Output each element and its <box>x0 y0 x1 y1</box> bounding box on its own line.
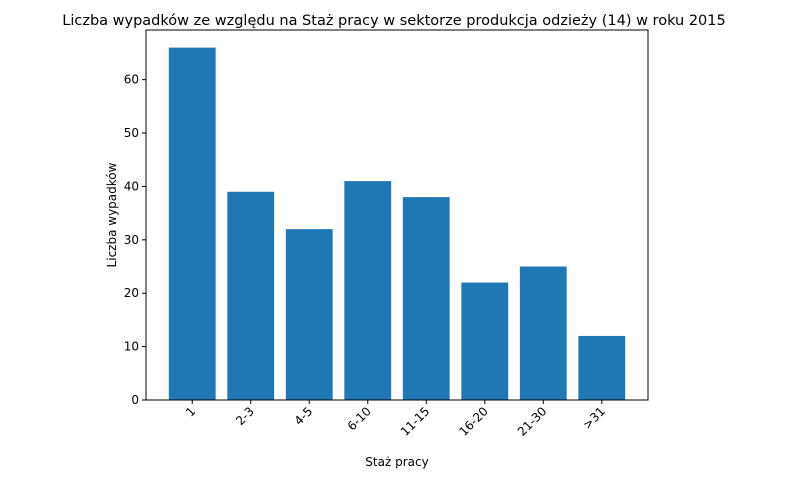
y-axis: 0 10 20 30 40 50 60 <box>124 73 146 407</box>
x-tick-label: >31 <box>580 404 608 432</box>
x-tick-label: 11-15 <box>398 404 433 439</box>
bar-21-30 <box>519 266 567 400</box>
bar->31 <box>578 335 626 400</box>
bar-6-10 <box>344 181 392 400</box>
bar-16-20 <box>461 282 509 400</box>
bars-group <box>168 47 626 400</box>
y-tick-label: 60 <box>124 73 139 87</box>
bar-11-15 <box>402 197 450 400</box>
y-tick-label: 20 <box>124 286 139 300</box>
bar-1 <box>168 47 216 400</box>
chart-title: Liczba wypadków ze względu na Staż pracy… <box>62 13 725 29</box>
x-tick-label: 21-30 <box>515 404 550 439</box>
y-tick-label: 10 <box>124 340 139 354</box>
x-tick-label: 16-20 <box>456 404 491 439</box>
x-axis-label: Staż pracy <box>365 455 428 469</box>
bar-2-3 <box>227 191 275 400</box>
y-tick-label: 30 <box>124 233 139 247</box>
plot-frame <box>145 29 649 401</box>
x-tick-label: 6-10 <box>345 404 374 433</box>
x-tick-label: 4-5 <box>292 404 316 428</box>
y-tick-label: 0 <box>131 393 139 407</box>
bar-4-5 <box>285 229 333 400</box>
y-tick-label: 40 <box>124 179 139 193</box>
y-axis-label: Liczba wypadków <box>105 162 119 267</box>
x-tick-label: 1 <box>183 404 198 419</box>
x-axis: 1 2-3 4-5 6-10 11-15 16-20 21-30 >31 <box>183 400 608 439</box>
y-tick-label: 50 <box>124 126 139 140</box>
x-tick-label: 2-3 <box>233 404 257 428</box>
